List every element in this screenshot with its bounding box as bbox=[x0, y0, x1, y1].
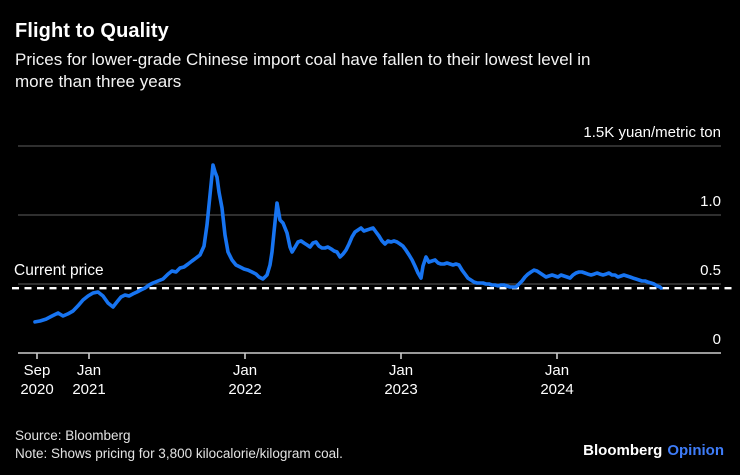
chart-subtitle: Prices for lower-grade Chinese import co… bbox=[15, 50, 591, 91]
source-line: Source: Bloomberg bbox=[15, 428, 131, 443]
x-tick-label: Jan 2022 bbox=[228, 362, 262, 398]
note-line: Note: Shows pricing for 3,800 kilocalori… bbox=[15, 446, 343, 461]
y-tick-label: 1.5K yuan/metric ton bbox=[583, 124, 721, 141]
x-tick-label: Jan 2023 bbox=[384, 362, 418, 398]
y-tick-label: 0.5 bbox=[700, 262, 721, 279]
current-price-annotation-label: Current price bbox=[14, 262, 104, 279]
brand-suffix: Opinion bbox=[667, 442, 724, 459]
y-tick-label: 1.0 bbox=[700, 193, 721, 210]
x-tick-label: Jan 2024 bbox=[540, 362, 574, 398]
price-line bbox=[33, 163, 663, 324]
x-tick-label: Jan 2021 bbox=[72, 362, 106, 398]
bloomberg-opinion-logo: Bloomberg Opinion bbox=[583, 442, 724, 459]
x-tick-label: Sep 2020 bbox=[20, 362, 54, 398]
y-tick-label: 0 bbox=[712, 331, 721, 348]
brand-name: Bloomberg bbox=[583, 442, 663, 459]
chart-title: Flight to Quality bbox=[15, 20, 169, 42]
